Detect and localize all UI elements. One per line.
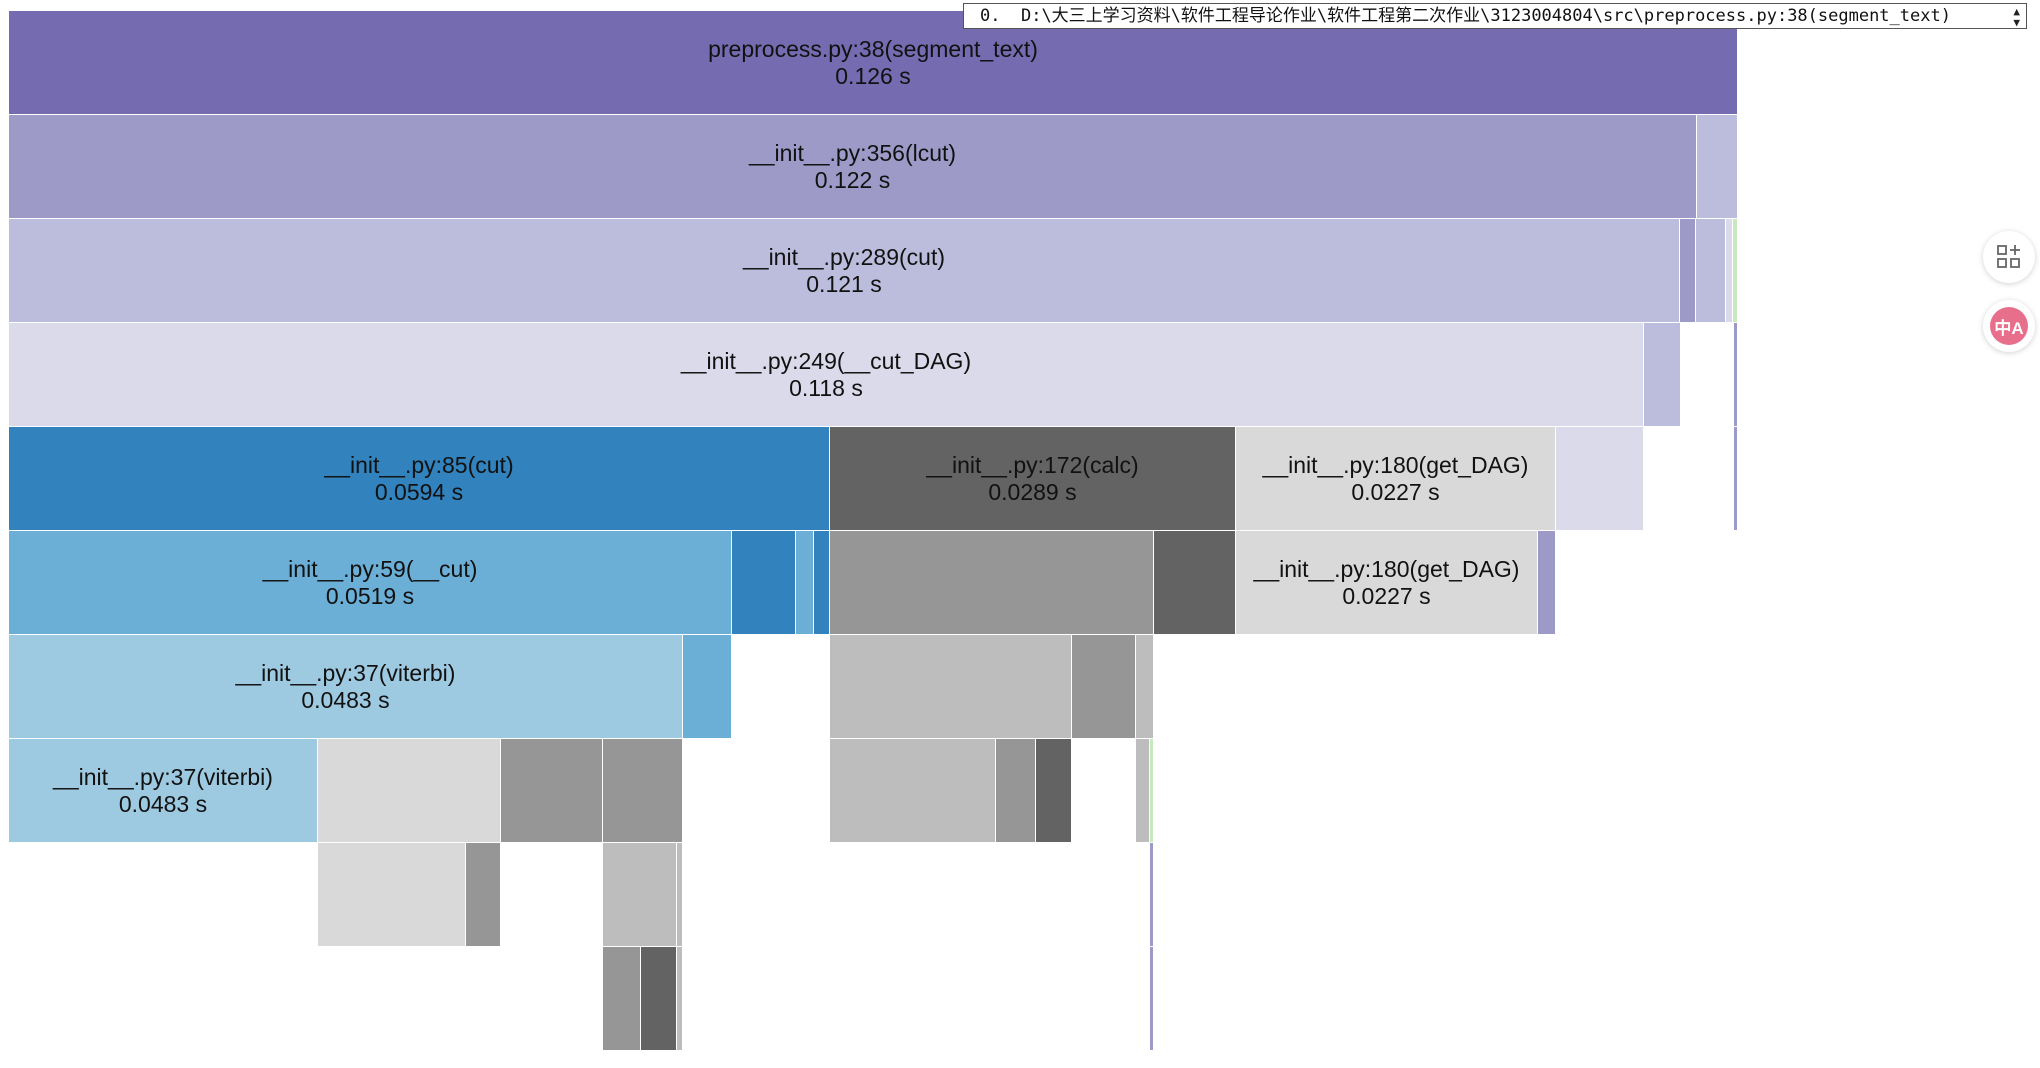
selector-index: 0.	[980, 6, 1001, 26]
frame-block-unlabeled[interactable]	[1072, 635, 1136, 739]
frame-label: __init__.py:249(__cut_DAG)	[680, 347, 972, 374]
frame-block-unlabeled[interactable]	[1697, 115, 1738, 219]
frame-block-unlabeled[interactable]	[1680, 219, 1696, 323]
frame-block-unlabeled[interactable]	[501, 739, 603, 843]
frame-block-unlabeled[interactable]	[1734, 427, 1738, 531]
frame-time: 0.0227 s	[1342, 582, 1431, 609]
frame-time: 0.0227 s	[1351, 478, 1440, 505]
frame-label: __init__.py:289(cut)	[742, 243, 945, 270]
translate-icon: 中A	[1990, 307, 2028, 345]
frame-block-unlabeled[interactable]	[1150, 739, 1154, 843]
frame-block[interactable]: __init__.py:249(__cut_DAG) 0.118 s	[9, 323, 1644, 427]
frame-block-unlabeled[interactable]	[603, 947, 641, 1051]
frame-label: preprocess.py:38(segment_text)	[708, 35, 1038, 62]
spinner-up-icon[interactable]: ▲	[2013, 5, 2020, 18]
apps-button[interactable]	[1983, 231, 2035, 283]
frame-block-unlabeled[interactable]	[466, 843, 501, 947]
frame-block-unlabeled[interactable]	[1150, 843, 1154, 947]
frame-time: 0.0289 s	[988, 478, 1077, 505]
frame-label: __init__.py:180(get_DAG)	[1262, 451, 1529, 478]
frame-block[interactable]: __init__.py:85(cut) 0.0594 s	[9, 427, 830, 531]
frame-label: __init__.py:85(cut)	[324, 451, 514, 478]
frame-block-unlabeled[interactable]	[1136, 635, 1154, 739]
frame-block[interactable]: __init__.py:180(get_DAG) 0.0227 s	[1236, 531, 1538, 635]
frame-block-unlabeled[interactable]	[1154, 531, 1236, 635]
frame-block-unlabeled[interactable]	[318, 739, 501, 843]
frame-block-unlabeled[interactable]	[603, 843, 677, 947]
frame-label: __init__.py:37(viterbi)	[53, 763, 273, 790]
function-selector[interactable]: 0. D:\大三上学习资料\软件工程导论作业\软件工程第二次作业\3123004…	[963, 3, 2027, 29]
frame-block[interactable]: __init__.py:180(get_DAG) 0.0227 s	[1236, 427, 1556, 531]
frame-block-unlabeled[interactable]	[1726, 219, 1733, 323]
frame-block-unlabeled[interactable]	[732, 531, 796, 635]
frame-block-unlabeled[interactable]	[796, 531, 814, 635]
frame-block-unlabeled[interactable]	[603, 739, 683, 843]
frame-block[interactable]: __init__.py:289(cut) 0.121 s	[9, 219, 1680, 323]
frame-time: 0.118 s	[789, 374, 863, 401]
frame-block-unlabeled[interactable]	[830, 635, 1072, 739]
frame-block-unlabeled[interactable]	[830, 739, 996, 843]
apps-grid-icon	[1997, 245, 2020, 268]
frame-label: __init__.py:172(calc)	[926, 451, 1139, 478]
frame-block[interactable]: __init__.py:356(lcut) 0.122 s	[9, 115, 1697, 219]
frame-label: __init__.py:180(get_DAG)	[1253, 555, 1520, 582]
frame-block-unlabeled[interactable]	[1150, 947, 1154, 1051]
frame-time: 0.0483 s	[118, 790, 208, 817]
frame-block-unlabeled[interactable]	[677, 843, 683, 947]
selector-value: D:\大三上学习资料\软件工程导论作业\软件工程第二次作业\3123004804…	[1020, 6, 1951, 26]
frame-block-unlabeled[interactable]	[1734, 323, 1738, 427]
frame-time: 0.121 s	[806, 270, 882, 297]
frame-block-unlabeled[interactable]	[318, 843, 466, 947]
frame-time: 0.0519 s	[325, 582, 415, 609]
frame-block-unlabeled[interactable]	[1136, 739, 1150, 843]
selector-spinner[interactable]: ▲ ▼	[2013, 4, 2020, 28]
frame-block-unlabeled[interactable]	[1556, 427, 1644, 531]
frame-label: __init__.py:356(lcut)	[748, 139, 957, 166]
translate-button[interactable]: 中A	[1983, 300, 2035, 352]
spinner-down-icon[interactable]: ▼	[2013, 16, 2020, 29]
frame-time: 0.126 s	[835, 62, 911, 89]
frame-block-unlabeled[interactable]	[1538, 531, 1556, 635]
frame-label: __init__.py:37(viterbi)	[235, 659, 456, 686]
frame-block[interactable]: __init__.py:59(__cut) 0.0519 s	[9, 531, 732, 635]
frame-block-unlabeled[interactable]	[641, 947, 677, 1051]
frame-block-unlabeled[interactable]	[814, 531, 830, 635]
frame-block-unlabeled[interactable]	[1733, 219, 1738, 323]
frame-block-unlabeled[interactable]	[683, 635, 732, 739]
frame-block-unlabeled[interactable]	[1696, 219, 1726, 323]
frame-label: __init__.py:59(__cut)	[262, 555, 478, 582]
frame-block[interactable]: __init__.py:37(viterbi) 0.0483 s	[9, 635, 683, 739]
frame-time: 0.0594 s	[374, 478, 464, 505]
frame-block-unlabeled[interactable]	[996, 739, 1036, 843]
frame-block-unlabeled[interactable]	[677, 947, 683, 1051]
frame-block-unlabeled[interactable]	[1036, 739, 1072, 843]
frame-time: 0.122 s	[814, 166, 891, 193]
frame-block-unlabeled[interactable]	[830, 531, 1154, 635]
frame-time: 0.0483 s	[301, 686, 390, 713]
frame-block-unlabeled[interactable]	[1644, 323, 1681, 427]
frame-block[interactable]: __init__.py:172(calc) 0.0289 s	[830, 427, 1236, 531]
frame-block[interactable]: __init__.py:37(viterbi) 0.0483 s	[9, 739, 318, 843]
